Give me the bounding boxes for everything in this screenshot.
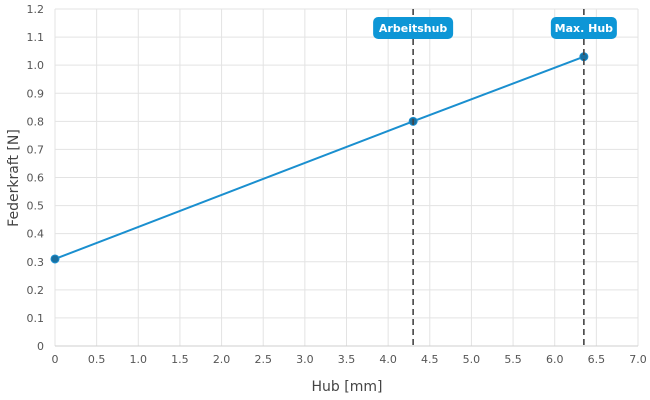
series bbox=[50, 52, 589, 264]
x-tick-label: 0.5 bbox=[88, 353, 106, 366]
series-line bbox=[54, 55, 585, 260]
x-tick-label: 6.5 bbox=[588, 353, 606, 366]
y-tick-label: 0.4 bbox=[27, 228, 45, 241]
x-tick-label: 1.5 bbox=[171, 353, 189, 366]
y-tick-label: 0 bbox=[37, 340, 44, 353]
x-tick-label: 6.0 bbox=[546, 353, 564, 366]
x-tick-label: 4.0 bbox=[379, 353, 397, 366]
data-point bbox=[50, 254, 60, 264]
y-tick-label: 0.8 bbox=[27, 115, 45, 128]
x-tick-label: 3.0 bbox=[296, 353, 314, 366]
y-tick-label: 0.6 bbox=[27, 172, 45, 185]
x-tick-label: 7.0 bbox=[629, 353, 647, 366]
x-tick-label: 5.0 bbox=[463, 353, 481, 366]
x-tick-label: 1.0 bbox=[130, 353, 148, 366]
y-tick-label: 0.5 bbox=[27, 200, 45, 213]
axes: 0 0.5 1.0 1.5 2.0 2.5 3.0 3.5 4.0 4.5 5.0 5.5 6.0 6.5… bbox=[27, 3, 647, 366]
annotation-badge bbox=[373, 17, 454, 39]
y-tick-label: 0.7 bbox=[27, 143, 45, 156]
x-tick-label: 2.5 bbox=[254, 353, 272, 366]
y-tick-label: 0.9 bbox=[27, 87, 45, 100]
x-tick-label: 3.5 bbox=[338, 353, 356, 366]
x-tick-label: 0 bbox=[52, 353, 59, 366]
y-axis-title: Federkraft [N] bbox=[6, 129, 22, 227]
grid bbox=[54, 8, 639, 347]
x-axis-title: Hub [mm] bbox=[312, 379, 383, 395]
x-tick-label: 2.0 bbox=[213, 353, 231, 366]
x-tick-label: 5.5 bbox=[504, 353, 522, 366]
annotation-badge bbox=[550, 17, 617, 39]
y-tick-label: 1.0 bbox=[27, 59, 45, 72]
y-tick-label: 0.2 bbox=[27, 284, 45, 297]
annotations: Arbeitshub Max. Hub bbox=[373, 9, 617, 346]
y-tick-label: 1.2 bbox=[27, 3, 45, 16]
y-tick-label: 1.1 bbox=[27, 31, 45, 44]
annotation-label: Arbeitshub bbox=[379, 22, 448, 35]
y-tick-label: 0.3 bbox=[27, 256, 45, 269]
x-tick-label: 4.5 bbox=[421, 353, 439, 366]
y-tick-label: 0.1 bbox=[27, 312, 45, 325]
annotation-label: Max. Hub bbox=[555, 22, 614, 35]
